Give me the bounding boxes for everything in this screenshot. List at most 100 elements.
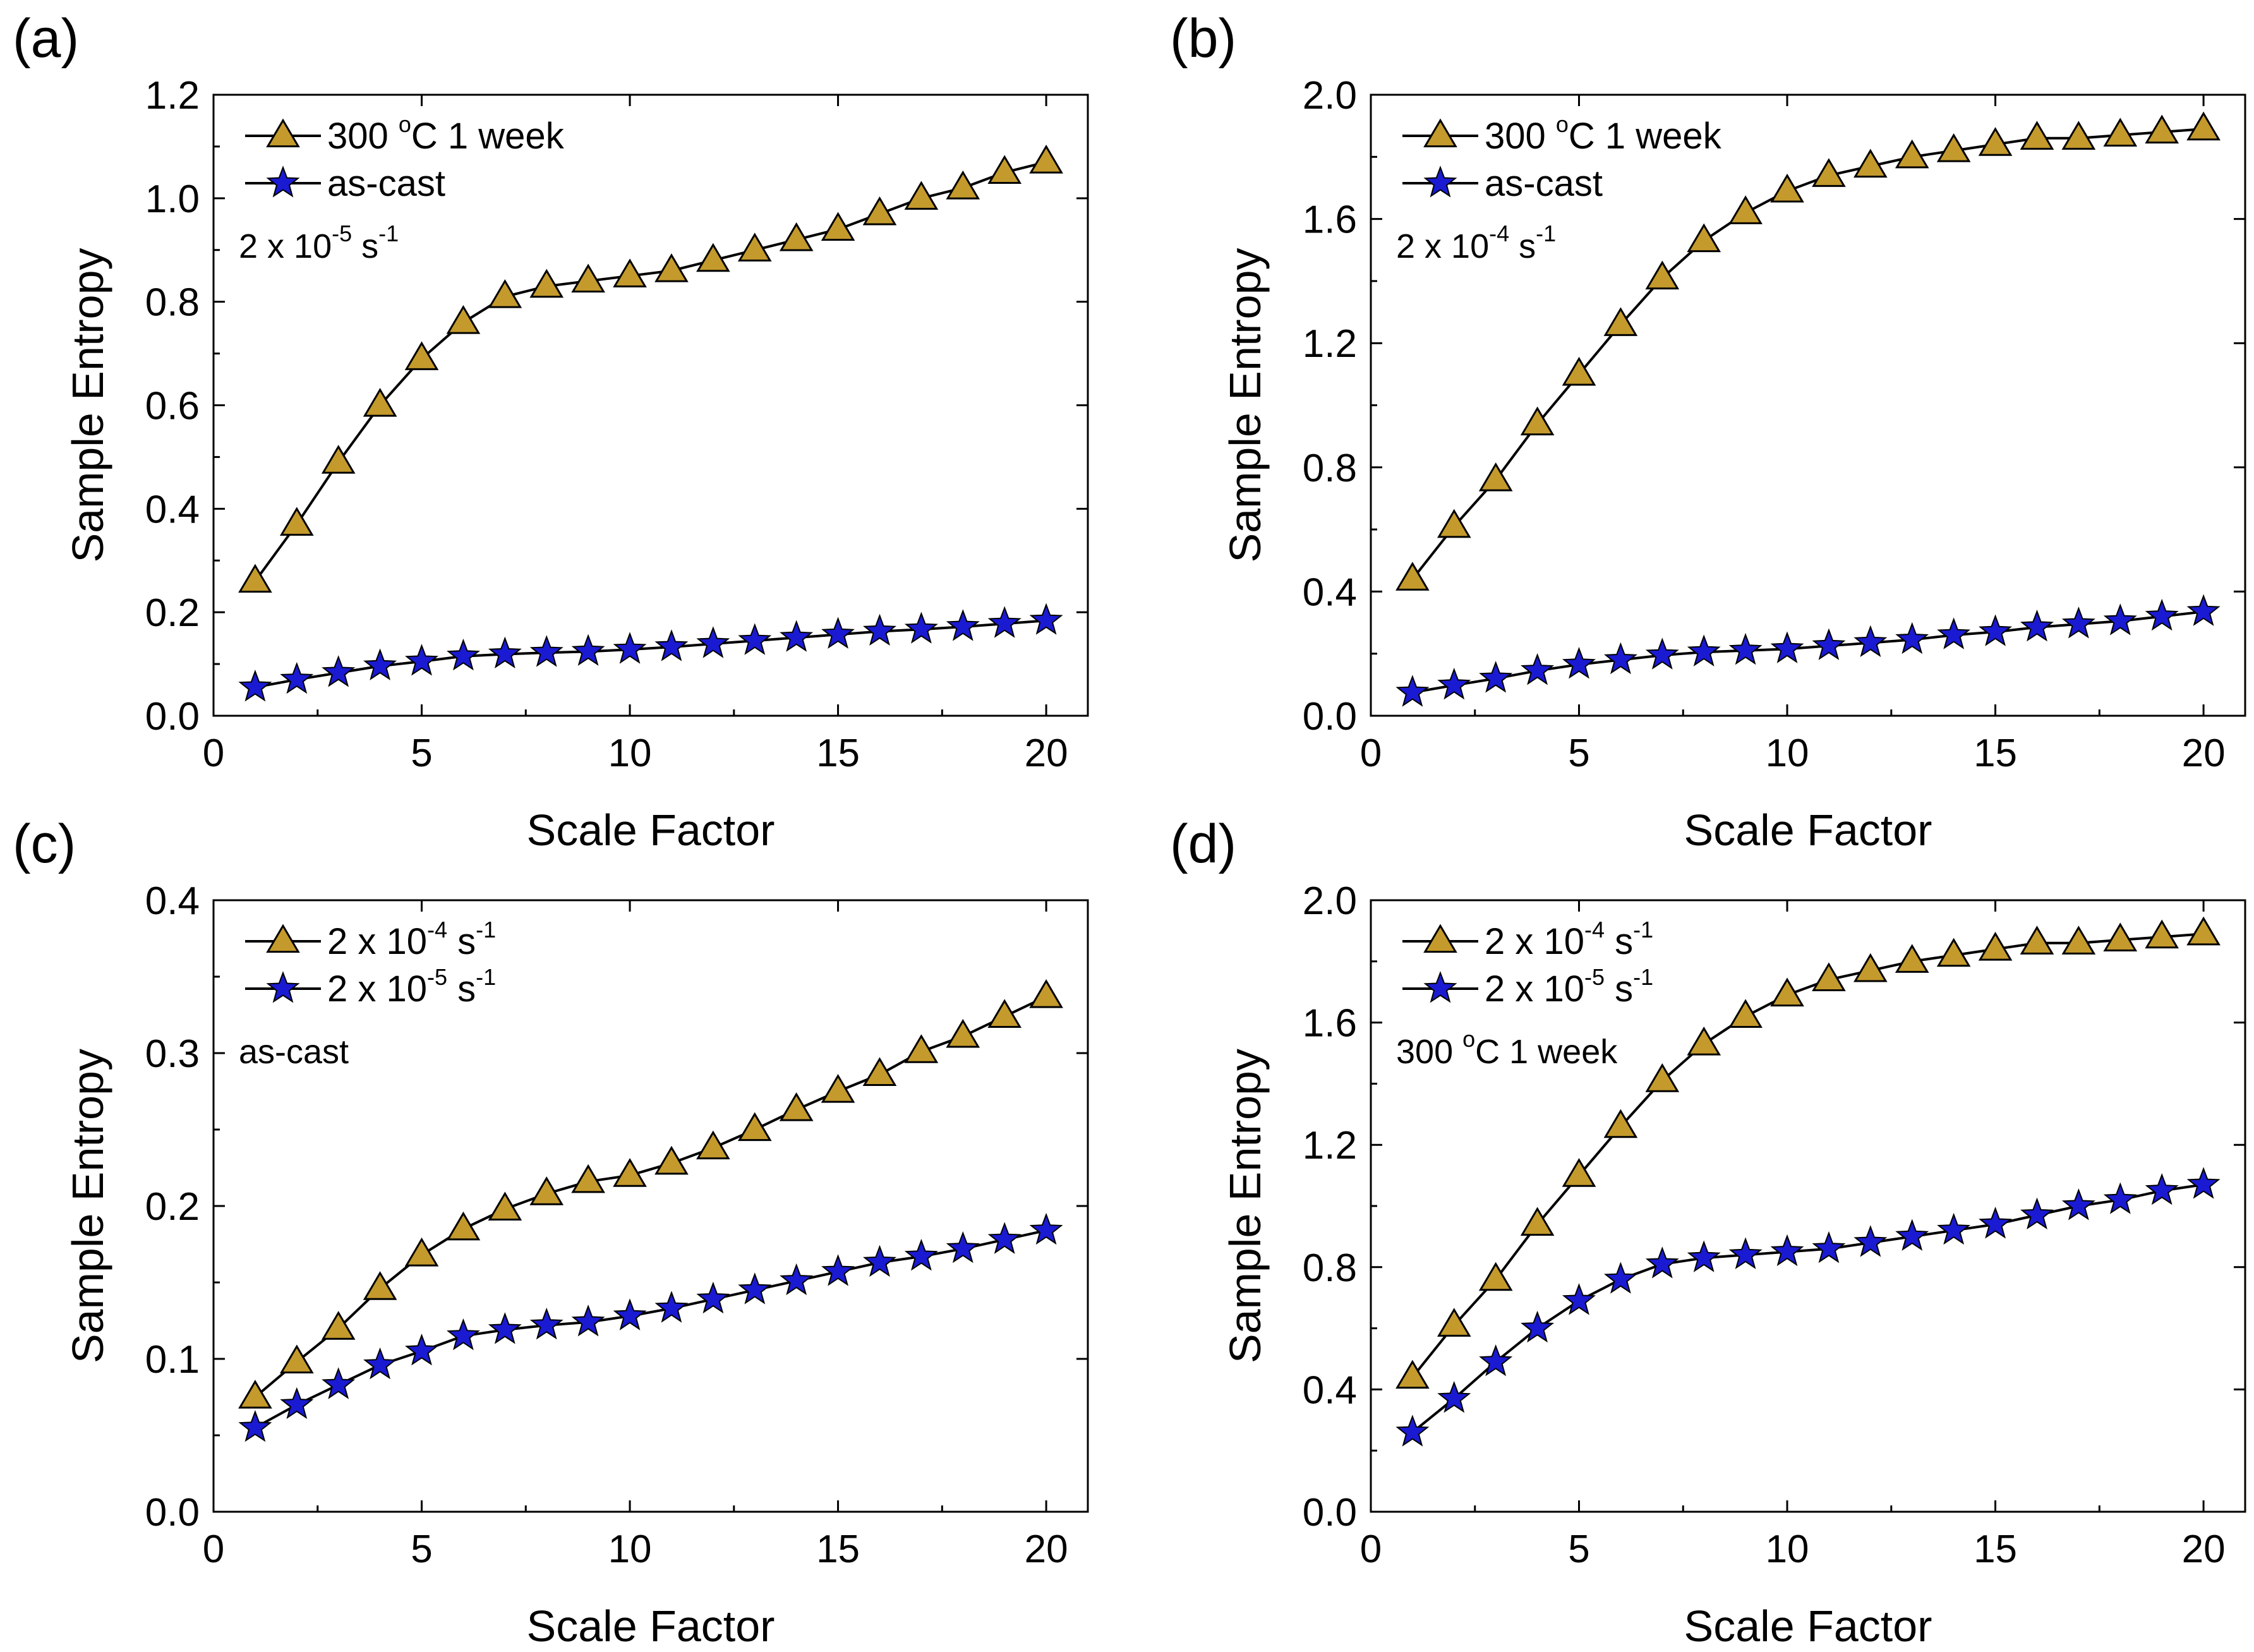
data-point-triangle [1478, 1262, 1513, 1291]
data-point-triangle [862, 1057, 897, 1087]
series-triangle [238, 979, 1063, 1409]
data-point-star [1812, 1231, 1846, 1263]
data-point-triangle [446, 1211, 481, 1241]
data-point-star [1645, 1246, 1679, 1279]
data-point-star [904, 1239, 938, 1271]
legend-marker-triangle [1423, 118, 1457, 148]
legend-label: as-cast [1485, 163, 1603, 204]
data-point-star [1437, 667, 1471, 700]
y-tick-label: 2.0 [1303, 879, 1357, 923]
data-point-star [238, 1410, 272, 1442]
data-point-triangle [1395, 562, 1430, 591]
data-point-triangle [2145, 114, 2179, 144]
data-point-triangle [1895, 944, 1929, 973]
y-tick-label: 0.4 [145, 879, 200, 923]
legend-label: as-cast [327, 163, 445, 204]
data-point-triangle [1437, 509, 1471, 538]
series-triangle [1395, 111, 2221, 591]
data-point-triangle [779, 1092, 814, 1121]
data-point-triangle [2186, 916, 2221, 946]
x-tick-label: 20 [2182, 1528, 2226, 1571]
annotation: as-cast [239, 1033, 349, 1071]
x-axis-title: Scale Factor [527, 805, 775, 855]
legend-label: 2 x 10-4 s-1 [1485, 917, 1653, 962]
data-point-star [1853, 1225, 1888, 1257]
data-point-star [987, 606, 1022, 638]
data-point-triangle [1029, 979, 1063, 1008]
data-point-star [2186, 594, 2221, 626]
data-point-star [1687, 1240, 1721, 1272]
x-tick-label: 0 [203, 732, 224, 775]
data-point-triangle [1812, 158, 1846, 187]
data-point-star [1395, 1414, 1430, 1447]
y-tick-label: 0.0 [1303, 1491, 1357, 1534]
legend-marker-star [1423, 971, 1457, 1003]
data-point-triangle [1395, 1360, 1430, 1389]
data-point-star [696, 1281, 730, 1314]
data-point-star [1479, 661, 1513, 693]
data-point-triangle [1728, 195, 1763, 224]
data-point-star [446, 638, 480, 671]
data-point-triangle [696, 1130, 730, 1160]
panel-label: (d) [1170, 814, 1236, 874]
data-point-star [1603, 1262, 1637, 1294]
data-point-triangle [363, 1271, 397, 1300]
data-point-star [1645, 637, 1679, 670]
y-tick-label: 0.2 [145, 1185, 200, 1229]
series-line [254, 160, 1047, 582]
x-tick-label: 10 [608, 1528, 652, 1571]
data-point-star [1812, 628, 1846, 660]
data-point-star [1604, 642, 1637, 675]
data-point-triangle [904, 1034, 939, 1063]
y-tick-label: 1.0 [145, 178, 200, 221]
series-triangle [1395, 916, 2221, 1389]
data-point-star [1853, 625, 1888, 658]
data-point-star [280, 1387, 314, 1420]
legend-label: 300 oC 1 week [1485, 111, 1722, 157]
data-point-star [613, 632, 647, 664]
data-point-star [1937, 1212, 1971, 1245]
data-point-star [2103, 603, 2137, 636]
data-point-star [780, 620, 814, 652]
data-point-triangle [238, 564, 272, 593]
x-tick-label: 20 [1025, 1528, 1068, 1571]
x-tick-label: 20 [1025, 732, 1068, 775]
data-point-star [1479, 1344, 1513, 1377]
series-star [238, 603, 1063, 702]
data-point-star [1728, 632, 1763, 665]
series-star [1395, 594, 2221, 707]
y-axis-title: Sample Entropy [1220, 248, 1270, 562]
panel-label: (c) [13, 814, 76, 874]
legend-marker-star [266, 971, 300, 1003]
data-point-triangle [1978, 931, 2013, 961]
data-point-star [904, 612, 938, 644]
legend-label: 2 x 10-5 s-1 [327, 964, 496, 1010]
y-tick-label: 1.2 [1303, 322, 1357, 366]
x-tick-label: 5 [411, 1528, 432, 1571]
data-point-triangle [1770, 173, 1804, 203]
x-tick-label: 5 [1568, 732, 1589, 775]
x-tick-label: 10 [1766, 732, 1809, 775]
data-point-triangle [613, 1158, 647, 1187]
series-star [238, 1212, 1063, 1442]
data-point-star [1895, 622, 1929, 654]
legend: 2 x 10-4 s-12 x 10-5 s-1 [1402, 917, 1653, 1010]
data-point-triangle [488, 279, 522, 308]
data-point-triangle [321, 445, 356, 474]
data-point-star [1687, 634, 1721, 666]
data-point-star [280, 661, 314, 694]
data-point-triangle [2103, 118, 2138, 147]
x-tick-label: 15 [1974, 1528, 2017, 1571]
data-point-star [322, 655, 356, 687]
data-point-star [946, 1231, 980, 1263]
data-point-star [1895, 1219, 1929, 1251]
data-point-triangle [862, 196, 897, 226]
data-point-star [529, 1307, 564, 1340]
annotation: 300 oC 1 week [1396, 1026, 1618, 1071]
chart-panel-b: (b) 0 5 10 15 20 0.0 0.4 0.8 1.2 1.6 2.0 Scale Facto… [1170, 8, 2246, 855]
data-point-triangle [1687, 223, 1721, 253]
data-point-star [1562, 647, 1596, 679]
data-point-triangle [1687, 1026, 1721, 1056]
y-tick-label: 0.4 [1303, 570, 1357, 614]
data-point-star [654, 1291, 689, 1323]
